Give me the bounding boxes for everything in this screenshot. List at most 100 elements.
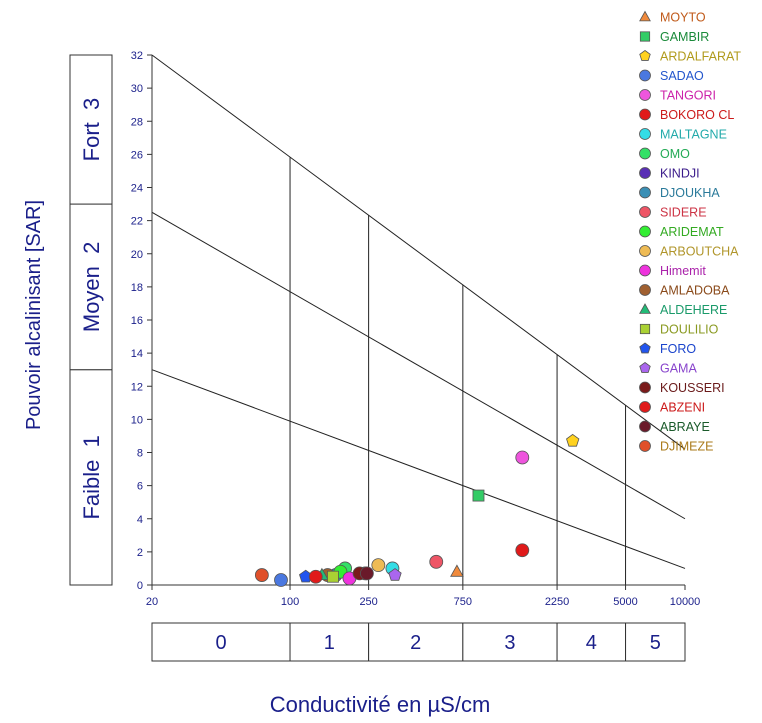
legend-marker [639, 89, 651, 101]
y-tick-label: 12 [131, 381, 143, 393]
x-tick-label: 100 [281, 596, 299, 608]
x-tick-label: 250 [359, 596, 377, 608]
legend-marker [639, 31, 651, 42]
sar-band-label: Fort 3 [79, 98, 104, 162]
y-tick-label: 4 [137, 514, 143, 526]
legend-marker [639, 401, 651, 413]
legend-label: ARBOUTCHA [660, 245, 739, 259]
sar-boundary-line [151, 211, 686, 520]
legend-label: DJOUKHA [660, 186, 720, 200]
legend-marker [639, 264, 651, 277]
legend-label: DJIMEZE [660, 440, 713, 454]
legend-marker [639, 128, 651, 140]
y-tick-label: 0 [137, 580, 143, 592]
legend-label: ABZENI [660, 401, 705, 415]
x-tick-label: 5000 [613, 596, 637, 608]
legend-marker [639, 284, 651, 296]
legend-label: GAMA [660, 362, 697, 376]
legend-label: MOYTO [660, 11, 706, 25]
conductivity-class-label: 4 [586, 632, 597, 654]
point-gama [388, 568, 402, 581]
y-tick-label: 20 [131, 249, 143, 261]
legend-label: ALDEHERE [660, 303, 727, 317]
legend-label: GAMBIR [660, 30, 709, 44]
x-tick-label: 10000 [670, 596, 701, 608]
y-tick-label: 22 [131, 216, 143, 228]
plot-axes [151, 55, 685, 586]
y-tick-label: 24 [131, 183, 143, 195]
sample-points [254, 433, 580, 587]
legend-label: Himemit [660, 264, 706, 278]
legend-marker [639, 362, 651, 373]
point-tangori [515, 450, 530, 465]
x-tick-label: 750 [454, 596, 472, 608]
legend-label: DOULILIO [660, 323, 719, 337]
legend-label: SIDERE [660, 206, 707, 220]
conductivity-class-label: 1 [324, 632, 335, 654]
legend-label: KOUSSERI [660, 381, 725, 395]
y-tick-label: 18 [131, 282, 143, 294]
conductivity-class-row: 0 1 2 3 4 5 [151, 622, 686, 662]
point-ardalfarat [566, 433, 580, 447]
legend-label: ARDALFARAT [660, 50, 741, 64]
x-tick-label: 2250 [545, 596, 569, 608]
conductivity-class-box [289, 622, 370, 662]
y-tick-label: 14 [131, 348, 143, 360]
legend-label: BOKORO CL [660, 108, 734, 122]
conductivity-class-box [462, 622, 558, 662]
sar-boundary-line [151, 54, 686, 450]
conductivity-dividers [289, 157, 627, 585]
y-tick-label: 6 [137, 481, 143, 493]
y-axis-label: Pouvoir alcalinisant [SAR] [23, 200, 45, 430]
x-tick-label: 20 [146, 596, 158, 608]
y-tick-label: 16 [131, 315, 143, 327]
point-abzeni [308, 569, 323, 584]
point-arboutcha [371, 558, 386, 573]
y-tick-label: 28 [131, 116, 143, 128]
sar-boundary-lines [151, 54, 686, 569]
legend-label: ARIDEMAT [660, 225, 724, 239]
legend-marker [639, 167, 651, 179]
sar-boundary-line [151, 369, 686, 569]
legend-label: OMO [660, 147, 690, 161]
legend-marker [639, 186, 651, 199]
legend-marker [639, 147, 651, 160]
y-tick-label: 26 [131, 149, 143, 161]
legend-marker [639, 69, 651, 82]
legend-marker [639, 381, 651, 394]
sar-band-boxes: Faible 1 Moyen 2 Fort 3 [69, 54, 113, 586]
legend-marker [639, 50, 651, 61]
legend-label: MALTAGNE [660, 128, 727, 142]
legend-label: AMLADOBA [660, 284, 730, 298]
legend-label: ABRAYE [660, 420, 710, 434]
conductivity-class-label: 0 [215, 632, 226, 654]
point-djimeze [254, 568, 269, 582]
legend-label: FORO [660, 342, 696, 356]
conductivity-class-label: 2 [410, 632, 421, 654]
conductivity-class-box [625, 622, 686, 662]
legend-marker [639, 206, 651, 218]
legend-label: SADAO [660, 69, 704, 83]
legend-label: KINDJI [660, 167, 700, 181]
y-tick-label: 2 [137, 547, 143, 559]
conductivity-class-label: 3 [504, 632, 515, 654]
legend-marker [639, 10, 651, 22]
y-tick-label: 32 [131, 50, 143, 62]
sar-band-box [69, 203, 113, 371]
point-bokoro-cl [515, 543, 530, 558]
sar-band-label: Moyen 2 [79, 242, 104, 333]
point-sadao [274, 573, 288, 587]
conductivity-class-label: 5 [650, 632, 661, 654]
x-axis-ticks: 20 100 250 750 2250 5000 10000 [146, 585, 700, 608]
legend-marker [639, 440, 651, 452]
legend-marker [639, 323, 651, 335]
y-tick-label: 8 [137, 448, 143, 460]
point-gambir [472, 489, 485, 502]
point-doulilio [327, 570, 339, 583]
y-tick-label: 10 [131, 414, 143, 426]
y-tick-label: 30 [131, 83, 143, 95]
legend-marker [639, 303, 651, 314]
sar-band-label: Faible 1 [79, 435, 104, 519]
